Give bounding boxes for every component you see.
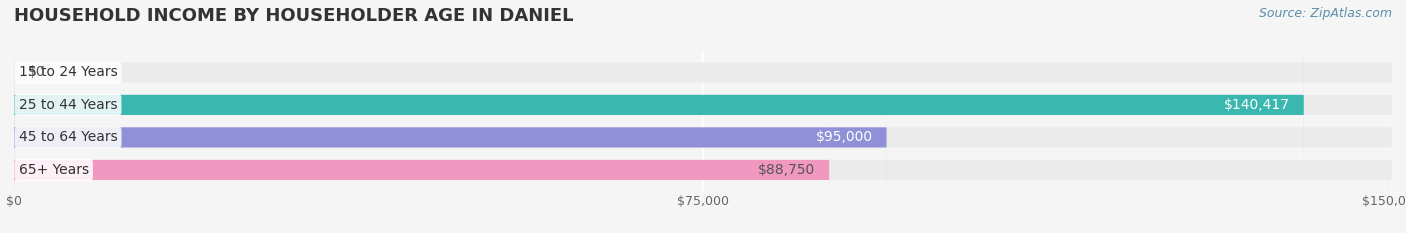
Text: $0: $0 bbox=[28, 65, 45, 79]
Text: 45 to 64 Years: 45 to 64 Years bbox=[18, 130, 118, 144]
Text: HOUSEHOLD INCOME BY HOUSEHOLDER AGE IN DANIEL: HOUSEHOLD INCOME BY HOUSEHOLDER AGE IN D… bbox=[14, 7, 574, 25]
Text: Source: ZipAtlas.com: Source: ZipAtlas.com bbox=[1258, 7, 1392, 20]
FancyBboxPatch shape bbox=[14, 0, 1303, 233]
Text: $95,000: $95,000 bbox=[815, 130, 873, 144]
Text: $88,750: $88,750 bbox=[758, 163, 815, 177]
FancyBboxPatch shape bbox=[14, 0, 830, 233]
Text: $140,417: $140,417 bbox=[1225, 98, 1291, 112]
FancyBboxPatch shape bbox=[14, 0, 1392, 233]
FancyBboxPatch shape bbox=[14, 0, 1392, 233]
Text: 25 to 44 Years: 25 to 44 Years bbox=[18, 98, 117, 112]
FancyBboxPatch shape bbox=[14, 0, 887, 233]
FancyBboxPatch shape bbox=[14, 0, 1392, 233]
FancyBboxPatch shape bbox=[14, 0, 1392, 233]
Text: 65+ Years: 65+ Years bbox=[18, 163, 89, 177]
Text: 15 to 24 Years: 15 to 24 Years bbox=[18, 65, 118, 79]
